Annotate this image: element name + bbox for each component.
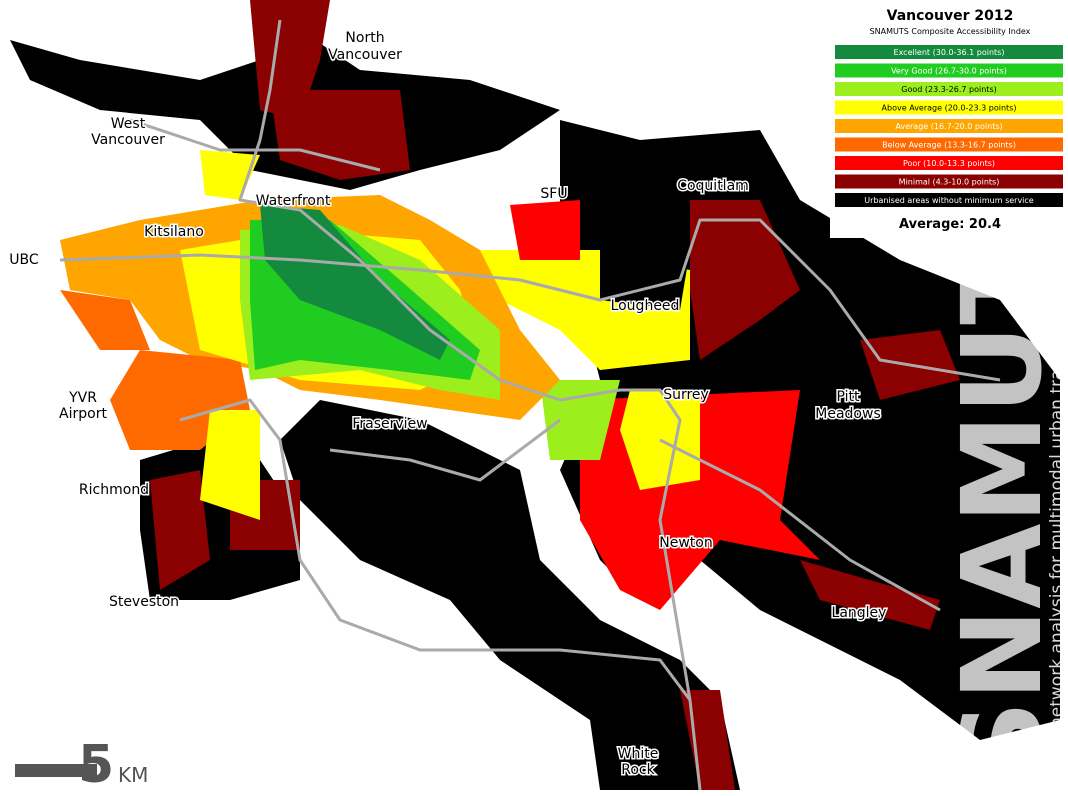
place-label: Airport [59,406,107,422]
place-label: Surrey [663,387,709,403]
scale-number: 5 [78,735,114,795]
watermark-tagline: spatial network analysis for multimodal … [1047,239,1067,790]
legend-subtitle: SNAMUTS Composite Accessibility Index [870,27,1031,36]
place-label: Kitsilano [144,224,204,240]
scale-bar: 5 KM [15,735,148,795]
legend-swatch [835,45,1063,59]
place-label: UBC [9,252,39,268]
watermark-logo: SNAMUTS [938,171,1066,780]
place-label: Vancouver [91,132,165,148]
legend-swatch [835,100,1063,115]
place-label: Newton [659,535,712,551]
legend-swatch [835,82,1063,96]
transit-lines [59,19,1001,791]
place-label: Langley [832,605,887,621]
place-label: White [618,746,659,762]
place-label: Waterfront [256,193,331,209]
place-label: SFU [540,186,567,202]
place-label: Richmond [79,482,149,498]
legend-label: Below Average (13.3-16.7 points) [882,141,1016,150]
legend-label: Above Average (20.0-23.3 points) [882,104,1017,113]
place-label: West [111,116,146,132]
legend-swatch [835,174,1063,189]
legend-swatch [835,193,1063,207]
place-labels: North Vancouver West Vancouver Waterfron… [8,29,888,780]
place-label: YVR [68,390,97,406]
legend-label: Average (16.7-20.0 points) [895,122,1002,131]
legend-label: Good (23.3-26.7 points) [901,85,996,94]
legend-swatch [835,119,1063,133]
place-label: Pitt [836,389,860,405]
place-label: Vancouver [328,47,402,63]
legend-label: Excellent (30.0-36.1 points) [894,48,1005,57]
legend-label: Very Good (26.7-30.0 points) [891,67,1007,76]
legend-title: Vancouver 2012 [887,8,1014,24]
urban-areas [10,0,1060,790]
place-label: Meadows [815,406,880,422]
legend-swatch [835,156,1063,170]
legend-average: Average: 20.4 [899,217,1001,232]
legend: Vancouver 2012 SNAMUTS Composite Accessi… [830,2,1066,238]
place-label: Coquitlam [677,178,749,194]
legend-label: Urbanised areas without minimum service [864,196,1034,205]
legend-label: Poor (10.0-13.3 points) [903,159,995,168]
place-label: North [345,30,384,46]
scale-bar-rect [15,764,97,777]
scale-unit: KM [118,763,148,787]
place-label: Fraserview [352,416,427,432]
place-label: Steveston [109,594,179,610]
place-label: Lougheed [611,298,680,314]
place-label: Rock [621,762,655,778]
legend-label: Minimal (4.3-10.0 points) [899,178,1000,187]
watermark: SNAMUTS spatial network analysis for mul… [938,171,1067,790]
legend-swatch [835,137,1063,152]
legend-swatch [835,63,1063,78]
